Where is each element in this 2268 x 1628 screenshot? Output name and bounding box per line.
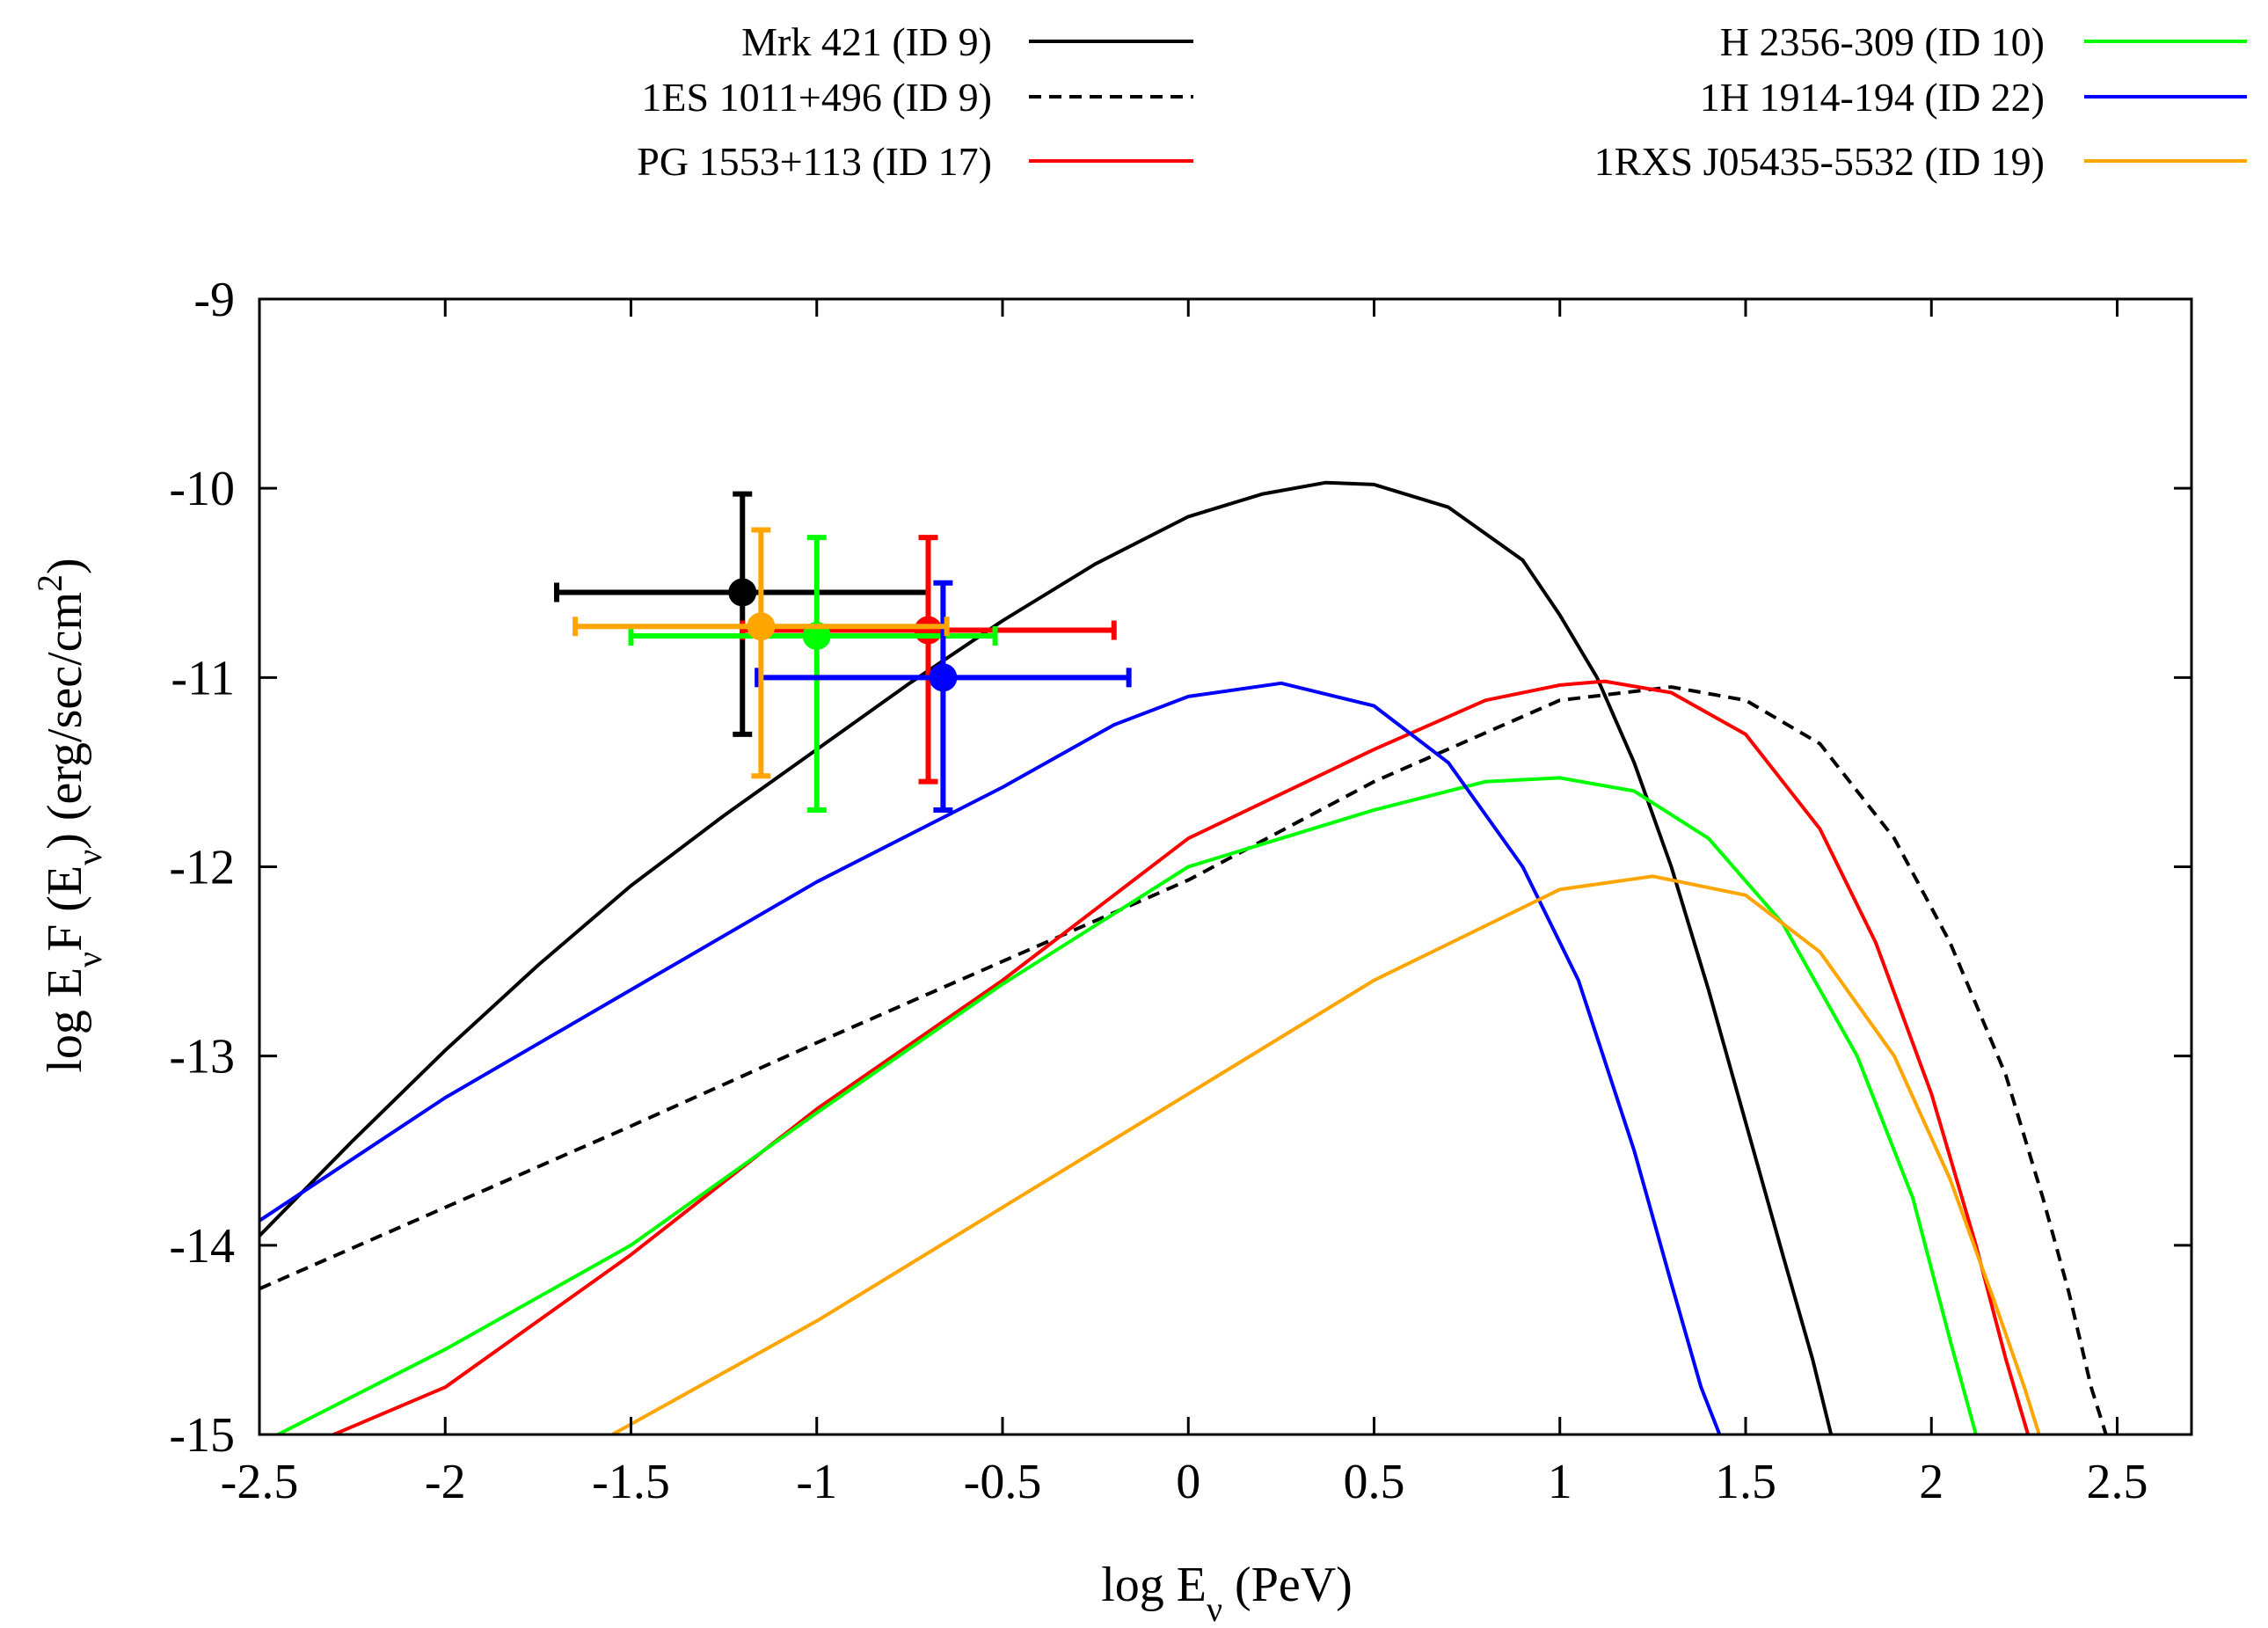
x-tick-label: 1.5 [1715, 1455, 1776, 1509]
error-point-4 [572, 527, 950, 779]
error-point-2 [628, 535, 998, 813]
plot-area [259, 480, 2108, 1435]
y-label-subscript: ν [69, 952, 109, 967]
legend: Mrk 421 (ID 9) 1ES 1011+496 (ID 9) PG 1553… [637, 19, 2247, 184]
y-label-unit: ) (erg/sec/cm [38, 592, 92, 850]
x-tick-label: 2 [1919, 1455, 1943, 1509]
data-point-marker [914, 616, 943, 645]
data-point-marker [929, 663, 958, 692]
legend-label: 1H 1914-194 (ID 22) [1700, 75, 2045, 120]
y-label-mid: F (E [38, 865, 92, 952]
x-label-unit: (PeV) [1222, 1558, 1353, 1612]
x-tick-label: -2 [425, 1455, 466, 1509]
series-line-3 [277, 776, 1978, 1435]
axes: -2.5 -2 -1.5 -1 -0.5 0 0.5 1 1.5 2 2.5 -15 -14 -13 -12… [169, 273, 2193, 1509]
x-tick-label: -1.5 [592, 1455, 670, 1509]
x-tick-label: 0.5 [1344, 1455, 1405, 1509]
error-point-3 [755, 580, 1132, 813]
legend-label: 1RXS J05435-5532 (ID 19) [1594, 139, 2045, 184]
x-tick-label: -0.5 [964, 1455, 1042, 1509]
y-label-close: ) [38, 558, 92, 574]
data-point-marker [728, 578, 757, 607]
y-tick-label: -15 [169, 1408, 235, 1463]
error-point-0 [554, 491, 931, 737]
y-tick-label: -13 [169, 1030, 235, 1084]
y-tick-label: -9 [193, 273, 235, 327]
y-label-subscript-2: ν [69, 850, 109, 865]
series-line-4 [259, 681, 1722, 1435]
x-tick-label: 0 [1176, 1455, 1200, 1509]
x-tick-label: 1 [1548, 1455, 1572, 1509]
y-tick-label: -11 [171, 651, 235, 705]
y-tick-label: -10 [169, 462, 235, 516]
legend-label: Mrk 421 (ID 9) [741, 19, 992, 64]
x-label-subscript: ν [1207, 1589, 1222, 1628]
legend-label: 1ES 1011+496 (ID 9) [641, 75, 992, 120]
x-tick-label: 2.5 [2087, 1455, 2148, 1509]
legend-label: H 2356-309 (ID 10) [1720, 19, 2045, 64]
y-tick-label: -14 [169, 1219, 235, 1274]
legend-label: PG 1553+113 (ID 17) [637, 139, 992, 184]
series-line-0 [259, 480, 1834, 1435]
x-tick-label: -1 [796, 1455, 837, 1509]
series-line-1 [259, 685, 2108, 1435]
y-label-superscript: 2 [30, 574, 69, 592]
data-point-marker [747, 612, 776, 641]
y-tick-label: -12 [169, 841, 235, 895]
series-line-5 [611, 874, 2041, 1435]
x-tick-label: -2.5 [221, 1455, 299, 1509]
